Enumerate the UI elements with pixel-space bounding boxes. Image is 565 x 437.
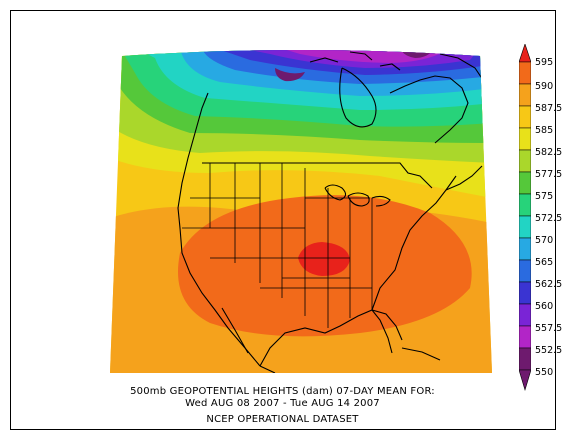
band-550-west [275, 68, 305, 82]
height-map [110, 50, 492, 373]
cb-seg-587-5 [519, 83, 531, 107]
cb-label-562-5: 562.5 [535, 279, 563, 290]
caption-title: 500mb GEOPOTENTIAL HEIGHTS (dam) 07-DAY … [130, 386, 435, 397]
colorbar [519, 44, 531, 392]
coastlines [177, 51, 489, 373]
cb-label-582-5: 582.5 [535, 147, 563, 158]
colorbar-top-arrow [519, 44, 531, 63]
cb-seg-560 [519, 281, 531, 305]
cb-seg-570 [519, 215, 531, 239]
cb-seg-590 [519, 61, 531, 85]
cb-seg-565 [519, 237, 531, 261]
cb-label-572-5: 572.5 [535, 213, 563, 224]
cb-seg-575 [519, 171, 531, 195]
cb-label-595: 595 [535, 57, 554, 68]
caption-dates: Wed AUG 08 2007 - Tue AUG 14 2007 [185, 398, 380, 409]
cb-seg-550 [519, 347, 531, 371]
cb-seg-582-5 [519, 127, 531, 151]
cb-label-575: 575 [535, 191, 554, 202]
cb-label-577-5: 577.5 [535, 169, 563, 180]
cb-seg-585 [519, 105, 531, 129]
cb-seg-557-5 [519, 303, 531, 327]
cb-label-585: 585 [535, 125, 554, 136]
colorbar-bottom-arrow [519, 369, 531, 392]
cb-seg-552-5 [519, 325, 531, 349]
cb-seg-577-5 [519, 149, 531, 173]
cb-seg-562-5 [519, 259, 531, 283]
cb-label-552-5: 552.5 [535, 345, 563, 356]
cb-label-560: 560 [535, 301, 554, 312]
caption-dataset: NCEP OPERATIONAL DATASET [206, 414, 359, 425]
cb-label-570: 570 [535, 235, 554, 246]
cb-label-587-5: 587.5 [535, 103, 563, 114]
cb-label-565: 565 [535, 257, 554, 268]
cb-seg-572-5 [519, 193, 531, 217]
band-595 [298, 242, 350, 276]
cb-label-590: 590 [535, 81, 554, 92]
cb-label-550: 550 [535, 367, 554, 378]
state-borders [182, 163, 373, 328]
cb-label-557-5: 557.5 [535, 323, 563, 334]
